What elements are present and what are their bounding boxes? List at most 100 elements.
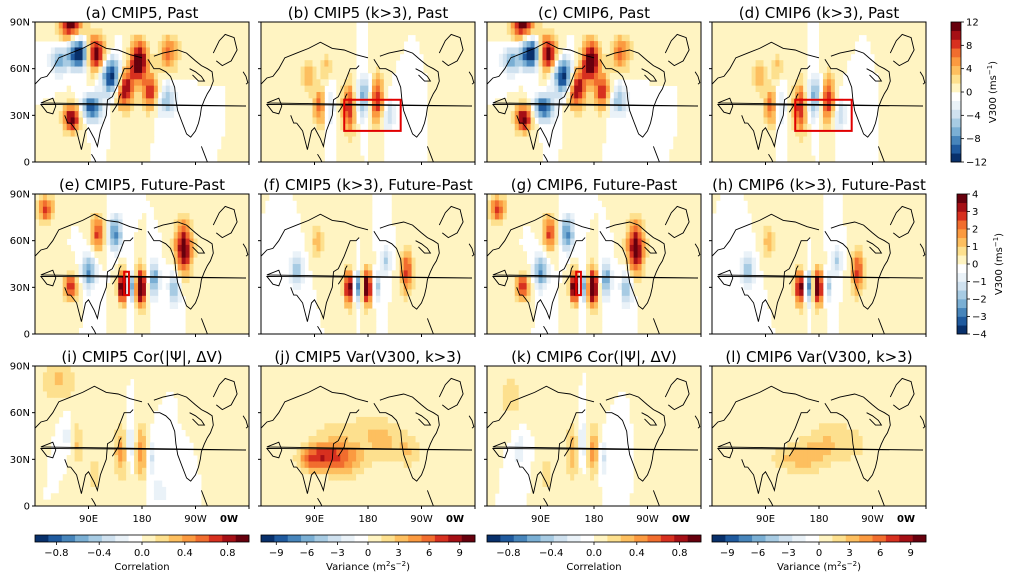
field-cell xyxy=(558,66,563,74)
field-cell xyxy=(177,264,183,271)
field-cell xyxy=(467,155,472,162)
field-cell xyxy=(153,257,159,265)
field-cell xyxy=(423,66,428,74)
field-cell xyxy=(122,295,127,303)
field-cell xyxy=(526,149,531,157)
field-cell xyxy=(86,289,91,297)
field-cell xyxy=(261,155,266,162)
field-cell xyxy=(58,136,64,144)
field-cell xyxy=(332,219,337,227)
field-cell xyxy=(316,276,321,284)
field-cell xyxy=(193,53,198,61)
field-cell xyxy=(882,22,887,29)
field-cell xyxy=(344,104,349,112)
field-cell xyxy=(629,60,635,67)
field-cell xyxy=(514,22,520,29)
field-cell xyxy=(142,41,147,48)
field-cell xyxy=(272,22,278,29)
field-cell xyxy=(530,155,535,162)
field-cell xyxy=(550,53,555,61)
field-cell xyxy=(894,98,899,106)
field-cell xyxy=(42,117,48,125)
field-cell xyxy=(715,123,721,131)
field-cell xyxy=(826,104,832,112)
field-cell xyxy=(181,34,186,42)
field-cell xyxy=(383,34,389,42)
field-cell xyxy=(918,22,923,29)
field-cell xyxy=(229,302,234,309)
field-cell xyxy=(566,66,571,74)
field-cell xyxy=(185,238,190,246)
field-cell xyxy=(197,200,202,208)
field-cell xyxy=(332,270,337,278)
field-cell xyxy=(685,28,690,36)
field-cell xyxy=(185,47,190,55)
field-cell xyxy=(304,79,309,87)
field-cell xyxy=(767,34,772,42)
field-cell xyxy=(138,111,143,118)
field-cell xyxy=(138,308,143,316)
field-cell xyxy=(502,155,508,162)
field-cell xyxy=(54,47,60,55)
field-cell xyxy=(336,283,341,290)
field-cell xyxy=(739,79,745,87)
field-cell xyxy=(114,60,119,67)
field-cell xyxy=(554,111,559,118)
field-cell xyxy=(324,276,329,284)
field-cell xyxy=(629,53,635,61)
field-cell xyxy=(681,79,686,87)
field-cell xyxy=(439,85,444,93)
field-cell xyxy=(312,200,317,208)
field-cell xyxy=(229,206,234,214)
field-cell xyxy=(35,206,40,214)
field-cell xyxy=(751,79,756,87)
field-cell xyxy=(677,60,682,67)
field-cell xyxy=(288,92,294,99)
field-cell xyxy=(463,149,468,157)
field-cell xyxy=(697,47,701,55)
field-cell xyxy=(443,79,448,87)
field-cell xyxy=(811,155,816,162)
field-cell xyxy=(165,53,171,61)
field-cell xyxy=(763,117,768,125)
field-cell xyxy=(435,72,440,80)
field-cell xyxy=(697,117,701,125)
field-cell xyxy=(336,66,341,74)
field-cell xyxy=(348,155,353,162)
field-cell xyxy=(217,302,222,309)
field-cell xyxy=(723,149,729,157)
field-cell xyxy=(126,34,131,42)
field-cell xyxy=(54,155,60,162)
field-cell xyxy=(38,34,44,42)
field-cell xyxy=(328,66,333,74)
field-cell xyxy=(629,22,635,29)
field-cell xyxy=(237,213,242,220)
field-cell xyxy=(134,111,139,118)
field-cell xyxy=(316,92,321,99)
field-cell xyxy=(296,283,302,290)
coastline xyxy=(64,115,71,124)
field-cell xyxy=(217,283,222,290)
field-cell xyxy=(731,117,737,125)
coastline xyxy=(242,243,249,257)
field-cell xyxy=(38,225,44,233)
field-cell xyxy=(217,270,222,278)
field-cell xyxy=(371,149,377,157)
field-cell xyxy=(340,111,345,118)
field-cell xyxy=(145,111,151,118)
field-cell xyxy=(755,92,760,99)
field-cell xyxy=(324,225,329,233)
field-cell xyxy=(435,136,440,144)
field-cell xyxy=(506,155,512,162)
field-cell xyxy=(502,136,508,144)
field-cell xyxy=(621,98,627,106)
field-cell xyxy=(201,213,206,220)
field-cell xyxy=(304,130,309,137)
field-cell xyxy=(755,66,760,74)
field-cell xyxy=(225,194,230,201)
field-cell xyxy=(379,34,385,42)
field-cell xyxy=(455,130,460,137)
field-cell xyxy=(693,85,698,93)
field-cell xyxy=(550,117,555,125)
field-cell xyxy=(300,72,305,80)
